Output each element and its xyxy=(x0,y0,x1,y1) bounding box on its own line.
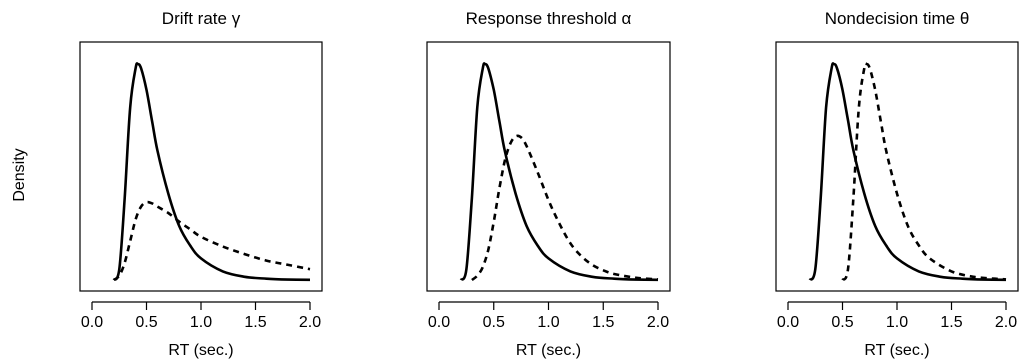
plot-frame xyxy=(775,41,1019,292)
x-tick-label: 0.5 xyxy=(135,314,157,331)
x-axis-label: RT (sec.) xyxy=(864,342,929,359)
x-tick-label: 0.5 xyxy=(483,314,505,331)
x-tick-label: 1.5 xyxy=(940,314,962,331)
series-line-dashed xyxy=(113,200,311,282)
x-tick-label: 1.5 xyxy=(592,314,614,331)
panel-title: Response threshold α xyxy=(466,9,632,28)
y-axis-label: Density xyxy=(11,148,28,201)
x-tick-label: 0.0 xyxy=(428,314,450,331)
panel-title: Nondecision time θ xyxy=(825,9,970,28)
series-line-dashed xyxy=(841,62,1007,281)
plot-frame xyxy=(426,41,671,292)
x-tick-label: 1.0 xyxy=(537,314,559,331)
x-tick-label: 0.0 xyxy=(81,314,103,331)
plot-frame xyxy=(79,41,323,292)
x-tick-label: 1.5 xyxy=(244,314,266,331)
x-tick-label: 2.0 xyxy=(299,314,321,331)
series-line-solid xyxy=(808,62,1007,282)
panel-title: Drift rate γ xyxy=(162,9,241,28)
x-tick-label: 2.0 xyxy=(647,314,669,331)
series-line-solid xyxy=(459,62,659,282)
panel-2: Response threshold α 0.0 0.5 1.0 1.5 2.0 RT (s… xyxy=(426,9,671,359)
series-line-solid xyxy=(112,62,311,282)
x-tick-label: 2.0 xyxy=(995,314,1017,331)
panel-1: Drift rate γ 0.0 0.5 1.0 1.5 2.0 RT (sec.) xyxy=(79,9,323,359)
x-tick-label: 0.0 xyxy=(777,314,799,331)
x-tick-label: 1.0 xyxy=(886,314,908,331)
x-axis-label: RT (sec.) xyxy=(168,342,233,359)
x-tick-label: 1.0 xyxy=(190,314,212,331)
x-tick-label: 0.5 xyxy=(831,314,853,331)
series-line-dashed xyxy=(471,134,659,282)
x-axis-label: RT (sec.) xyxy=(516,342,581,359)
panel-3: Nondecision time θ 0.0 0.5 1.0 1.5 2.0 RT (sec… xyxy=(775,9,1019,359)
